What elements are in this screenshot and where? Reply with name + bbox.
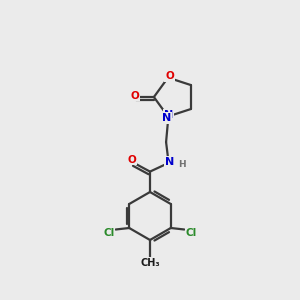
Text: Cl: Cl	[186, 227, 197, 238]
Text: N: N	[165, 157, 174, 167]
Text: N: N	[164, 110, 173, 120]
Text: O: O	[130, 91, 139, 100]
Text: Cl: Cl	[103, 227, 114, 238]
Text: N: N	[162, 113, 171, 123]
Text: CH₃: CH₃	[140, 257, 160, 268]
Text: O: O	[165, 71, 174, 81]
Text: O: O	[128, 154, 136, 165]
Text: H: H	[178, 160, 186, 169]
